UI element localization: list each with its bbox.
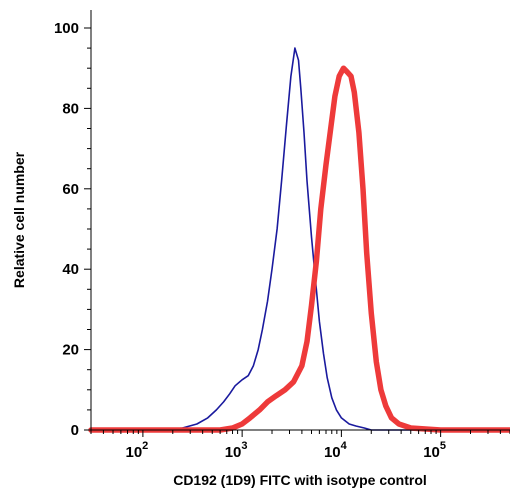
x-ticks: 102 103 104 105 — [90, 430, 510, 461]
x-tick-base: 10 — [225, 444, 242, 461]
x-tick-label: 104 — [324, 440, 348, 461]
series-layer — [88, 47, 510, 433]
y-ticks: 0 20 40 60 80 100 — [54, 20, 91, 439]
x-tick-label: 103 — [225, 440, 248, 461]
y-tick-label: 100 — [54, 20, 79, 37]
series-line-1 — [90, 47, 510, 431]
x-tick-label: 102 — [125, 440, 148, 461]
x-tick-exponent: 2 — [142, 440, 148, 452]
y-axis-title: Relative cell number — [11, 151, 27, 288]
x-axis-title: CD192 (1D9) FITC with isotype control — [173, 472, 427, 488]
series-line-2 — [88, 65, 510, 433]
y-tick-label: 60 — [62, 181, 79, 198]
x-tick-exponent: 5 — [440, 440, 446, 452]
y-tick-label: 40 — [62, 261, 79, 278]
x-tick-base: 10 — [125, 444, 142, 461]
y-tick-label: 20 — [62, 342, 79, 359]
x-tick-exponent: 3 — [241, 440, 247, 452]
y-tick-label: 80 — [62, 100, 79, 117]
y-tick-label: 0 — [71, 422, 79, 439]
x-tick-label: 105 — [423, 440, 446, 461]
x-tick-base: 10 — [324, 444, 341, 461]
x-tick-exponent: 4 — [341, 440, 348, 452]
x-tick-base: 10 — [423, 444, 440, 461]
